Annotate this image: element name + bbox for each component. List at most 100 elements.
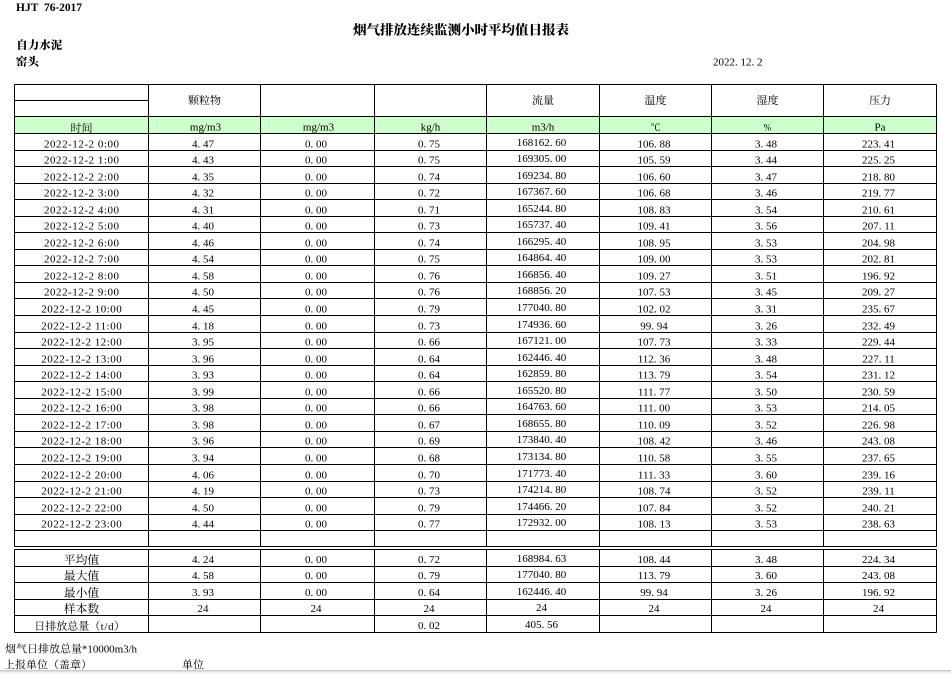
svg-text:0. 74: 0. 74 [418, 171, 441, 183]
svg-text:243. 08: 243. 08 [862, 570, 896, 582]
svg-text:%: % [764, 123, 772, 133]
svg-text:0. 00: 0. 00 [305, 237, 328, 249]
svg-text:0. 79: 0. 79 [418, 303, 441, 315]
svg-text:3. 95: 3. 95 [192, 336, 215, 348]
svg-text:0. 66: 0. 66 [418, 386, 441, 398]
svg-text:0. 00: 0. 00 [305, 369, 328, 381]
svg-text:2022-12-2 17:00: 2022-12-2 17:00 [41, 419, 122, 431]
svg-text:0. 64: 0. 64 [418, 353, 441, 365]
svg-text:0. 00: 0. 00 [305, 336, 328, 348]
svg-text:0. 72: 0. 72 [418, 554, 440, 566]
svg-text:2022-12-2 0:00: 2022-12-2 0:00 [44, 138, 120, 150]
svg-text:4. 24: 4. 24 [192, 554, 215, 566]
svg-text:168984. 63: 168984. 63 [517, 553, 567, 565]
svg-text:4. 54: 4. 54 [192, 253, 215, 265]
svg-text:4. 06: 4. 06 [192, 469, 215, 481]
svg-text:4. 19: 4. 19 [192, 485, 215, 497]
svg-text:230. 59: 230. 59 [862, 386, 896, 398]
svg-text:0. 67: 0. 67 [418, 419, 441, 431]
svg-text:162859. 80: 162859. 80 [517, 368, 567, 380]
svg-text:2022-12-2 21:00: 2022-12-2 21:00 [41, 485, 122, 497]
svg-text:24: 24 [761, 603, 773, 615]
svg-text:2022-12-2 22:00: 2022-12-2 22:00 [41, 502, 122, 514]
svg-text:177040. 80: 177040. 80 [517, 302, 567, 314]
svg-text:3. 48: 3. 48 [755, 138, 778, 150]
svg-text:166295. 40: 166295. 40 [517, 236, 567, 248]
svg-text:218. 80: 218. 80 [862, 171, 896, 183]
svg-text:174214. 80: 174214. 80 [517, 484, 567, 496]
svg-text:3. 50: 3. 50 [755, 386, 778, 398]
svg-text:165737. 40: 165737. 40 [517, 219, 567, 231]
svg-text:3. 53: 3. 53 [755, 402, 778, 414]
svg-text:0. 00: 0. 00 [305, 286, 328, 298]
svg-text:2022-12-2 12:00: 2022-12-2 12:00 [41, 336, 122, 348]
svg-text:110. 58: 110. 58 [638, 452, 671, 464]
svg-text:113. 79: 113. 79 [638, 570, 671, 582]
svg-text:0. 79: 0. 79 [418, 502, 441, 514]
svg-text:0. 75: 0. 75 [418, 138, 441, 150]
svg-text:3. 98: 3. 98 [192, 402, 215, 414]
svg-text:173840. 40: 173840. 40 [517, 434, 567, 446]
svg-text:0. 70: 0. 70 [418, 469, 441, 481]
svg-text:207. 11: 207. 11 [862, 220, 895, 232]
svg-text:171773. 40: 171773. 40 [517, 468, 567, 480]
svg-text:4. 50: 4. 50 [192, 502, 215, 514]
svg-text:238. 63: 238. 63 [862, 518, 896, 530]
svg-text:0. 64: 0. 64 [418, 587, 441, 599]
svg-text:108. 13: 108. 13 [638, 518, 672, 530]
svg-text:0. 71: 0. 71 [418, 204, 440, 216]
svg-text:3. 31: 3. 31 [755, 303, 777, 315]
svg-text:0. 00: 0. 00 [305, 502, 328, 514]
svg-text:106. 88: 106. 88 [638, 138, 672, 150]
svg-text:239. 11: 239. 11 [862, 485, 895, 497]
svg-text:209. 27: 209. 27 [862, 286, 896, 298]
svg-text:0. 00: 0. 00 [305, 587, 328, 599]
svg-text:169234. 80: 169234. 80 [517, 170, 567, 182]
svg-text:168655. 80: 168655. 80 [517, 418, 567, 430]
svg-text:kg/h: kg/h [421, 122, 441, 134]
svg-text:4. 35: 4. 35 [192, 171, 215, 183]
svg-text:113. 79: 113. 79 [638, 369, 671, 381]
svg-text:105. 59: 105. 59 [638, 154, 672, 166]
svg-text:3. 99: 3. 99 [192, 386, 215, 398]
svg-text:4. 44: 4. 44 [192, 518, 215, 530]
svg-text:202. 81: 202. 81 [862, 253, 895, 265]
svg-text:2022-12-2 4:00: 2022-12-2 4:00 [44, 204, 120, 216]
svg-text:0. 79: 0. 79 [418, 570, 441, 582]
svg-text:3. 54: 3. 54 [755, 369, 778, 381]
svg-text:0. 00: 0. 00 [305, 154, 328, 166]
svg-text:3. 26: 3. 26 [755, 320, 778, 332]
svg-text:4. 18: 4. 18 [192, 320, 215, 332]
svg-text:210. 61: 210. 61 [862, 204, 895, 216]
svg-text:3. 44: 3. 44 [755, 154, 778, 166]
svg-text:3. 93: 3. 93 [192, 369, 215, 381]
svg-text:3. 33: 3. 33 [755, 336, 778, 348]
svg-text:108. 95: 108. 95 [638, 237, 672, 249]
svg-text:24: 24 [873, 603, 885, 615]
svg-text:0. 00: 0. 00 [305, 253, 328, 265]
svg-text:224. 34: 224. 34 [862, 554, 896, 566]
svg-text:166856. 40: 166856. 40 [517, 269, 567, 281]
svg-text:232. 49: 232. 49 [862, 320, 896, 332]
svg-text:2022-12-2 23:00: 2022-12-2 23:00 [41, 518, 122, 530]
svg-text:174936. 60: 174936. 60 [517, 319, 567, 331]
svg-text:226. 98: 226. 98 [862, 419, 896, 431]
svg-text:177040. 80: 177040. 80 [517, 569, 567, 581]
svg-text:mg/m3: mg/m3 [303, 122, 335, 134]
svg-text:3. 46: 3. 46 [755, 435, 778, 447]
svg-text:0. 00: 0. 00 [305, 353, 328, 365]
svg-text:109. 00: 109. 00 [638, 253, 672, 265]
svg-text:0. 00: 0. 00 [305, 303, 328, 315]
svg-text:107. 84: 107. 84 [638, 502, 672, 514]
svg-text:0. 00: 0. 00 [305, 554, 328, 566]
svg-text:110. 09: 110. 09 [638, 419, 671, 431]
svg-text:3. 53: 3. 53 [755, 518, 778, 530]
svg-text:2022-12-2 2:00: 2022-12-2 2:00 [44, 171, 120, 183]
svg-text:3. 60: 3. 60 [755, 469, 778, 481]
svg-text:99. 94: 99. 94 [640, 320, 668, 332]
svg-text:0. 00: 0. 00 [305, 187, 328, 199]
svg-text:4. 31: 4. 31 [192, 204, 214, 216]
svg-text:109. 27: 109. 27 [638, 270, 672, 282]
svg-text:76-2017: 76-2017 [44, 2, 82, 14]
svg-text:3. 53: 3. 53 [755, 237, 778, 249]
